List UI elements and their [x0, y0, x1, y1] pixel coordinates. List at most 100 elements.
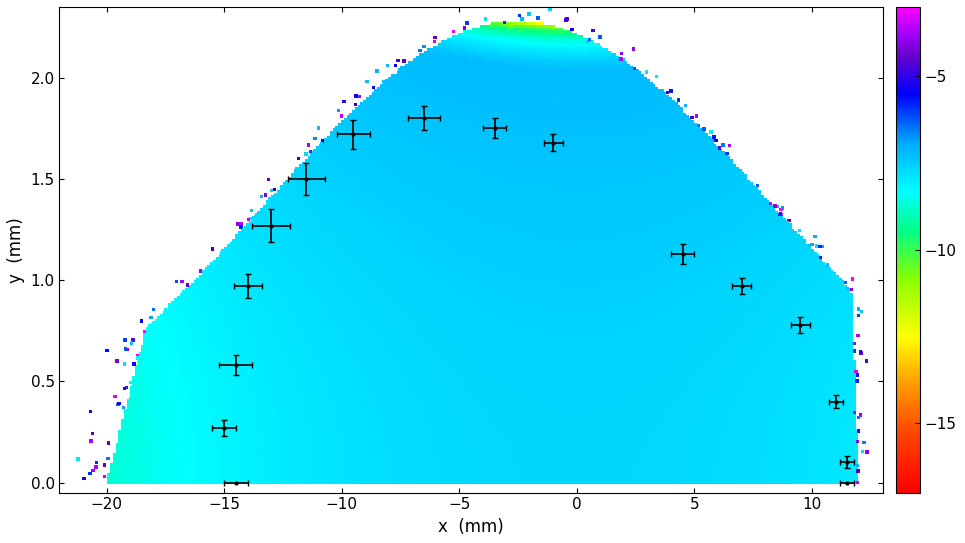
Point — [615, 374, 630, 382]
Point — [316, 222, 331, 230]
Point — [580, 142, 595, 151]
Point — [424, 271, 439, 280]
Point — [512, 166, 528, 175]
Point — [323, 235, 339, 243]
Point — [579, 242, 594, 250]
Point — [248, 337, 263, 345]
Point — [445, 378, 460, 387]
Point — [800, 462, 815, 471]
Point — [321, 295, 337, 304]
Point — [606, 92, 621, 100]
Point — [234, 440, 250, 449]
Point — [152, 473, 167, 482]
Point — [463, 324, 479, 332]
Point — [604, 225, 620, 233]
Point — [262, 278, 278, 287]
Point — [643, 329, 658, 338]
Point — [454, 141, 469, 150]
Point — [170, 326, 185, 335]
Point — [441, 65, 456, 73]
Point — [193, 312, 208, 321]
Point — [345, 361, 360, 369]
Point — [558, 83, 573, 91]
Point — [407, 237, 423, 245]
Point — [441, 289, 456, 298]
Point — [660, 149, 676, 157]
Point — [517, 99, 533, 108]
Point — [358, 462, 373, 471]
Point — [731, 452, 746, 460]
Point — [451, 69, 466, 78]
Point — [279, 319, 294, 328]
Point — [521, 343, 537, 352]
Point — [824, 378, 840, 387]
Point — [463, 415, 479, 424]
Point — [445, 291, 460, 300]
Point — [305, 181, 320, 190]
Point — [623, 364, 639, 372]
Point — [735, 445, 751, 454]
Point — [183, 403, 199, 412]
Point — [538, 283, 554, 292]
Point — [200, 358, 215, 367]
Point — [361, 432, 376, 440]
Point — [705, 210, 721, 219]
Point — [459, 236, 475, 244]
Point — [711, 376, 727, 385]
Point — [790, 422, 806, 431]
Point — [368, 246, 383, 255]
Point — [806, 466, 821, 475]
Point — [543, 430, 559, 439]
Point — [694, 372, 709, 381]
Point — [290, 393, 305, 401]
Point — [591, 324, 606, 332]
Point — [734, 452, 750, 460]
Point — [207, 408, 223, 416]
Point — [613, 110, 628, 119]
Point — [297, 409, 313, 418]
Point — [504, 119, 519, 128]
Point — [577, 110, 593, 119]
Point — [302, 363, 317, 372]
Point — [334, 441, 349, 450]
Point — [372, 292, 387, 301]
Point — [400, 383, 415, 392]
Point — [429, 176, 445, 185]
Point — [329, 189, 345, 198]
Point — [674, 107, 689, 116]
Point — [290, 347, 306, 356]
Point — [359, 112, 374, 121]
Point — [573, 229, 589, 238]
Point — [732, 305, 748, 314]
Point — [628, 344, 644, 352]
Point — [825, 299, 841, 307]
Point — [560, 76, 575, 85]
Point — [179, 291, 195, 300]
Point — [544, 377, 560, 386]
Point — [378, 175, 394, 184]
Point — [810, 362, 825, 370]
Point — [397, 285, 412, 294]
Point — [405, 309, 421, 318]
Point — [207, 433, 222, 441]
Point — [254, 336, 269, 344]
Point — [541, 430, 557, 439]
Point — [525, 264, 540, 273]
Point — [619, 356, 634, 365]
Point — [459, 469, 475, 478]
Point — [770, 303, 786, 312]
Point — [111, 453, 126, 462]
Point — [439, 471, 455, 480]
Point — [220, 275, 235, 283]
Point — [588, 460, 603, 469]
Point — [169, 408, 184, 417]
Point — [765, 398, 781, 407]
Point — [259, 285, 274, 294]
Point — [827, 420, 842, 429]
Point — [777, 272, 792, 280]
Point — [134, 435, 150, 444]
Point — [297, 432, 313, 440]
Point — [262, 284, 278, 293]
Point — [653, 90, 669, 99]
Point — [345, 326, 361, 335]
